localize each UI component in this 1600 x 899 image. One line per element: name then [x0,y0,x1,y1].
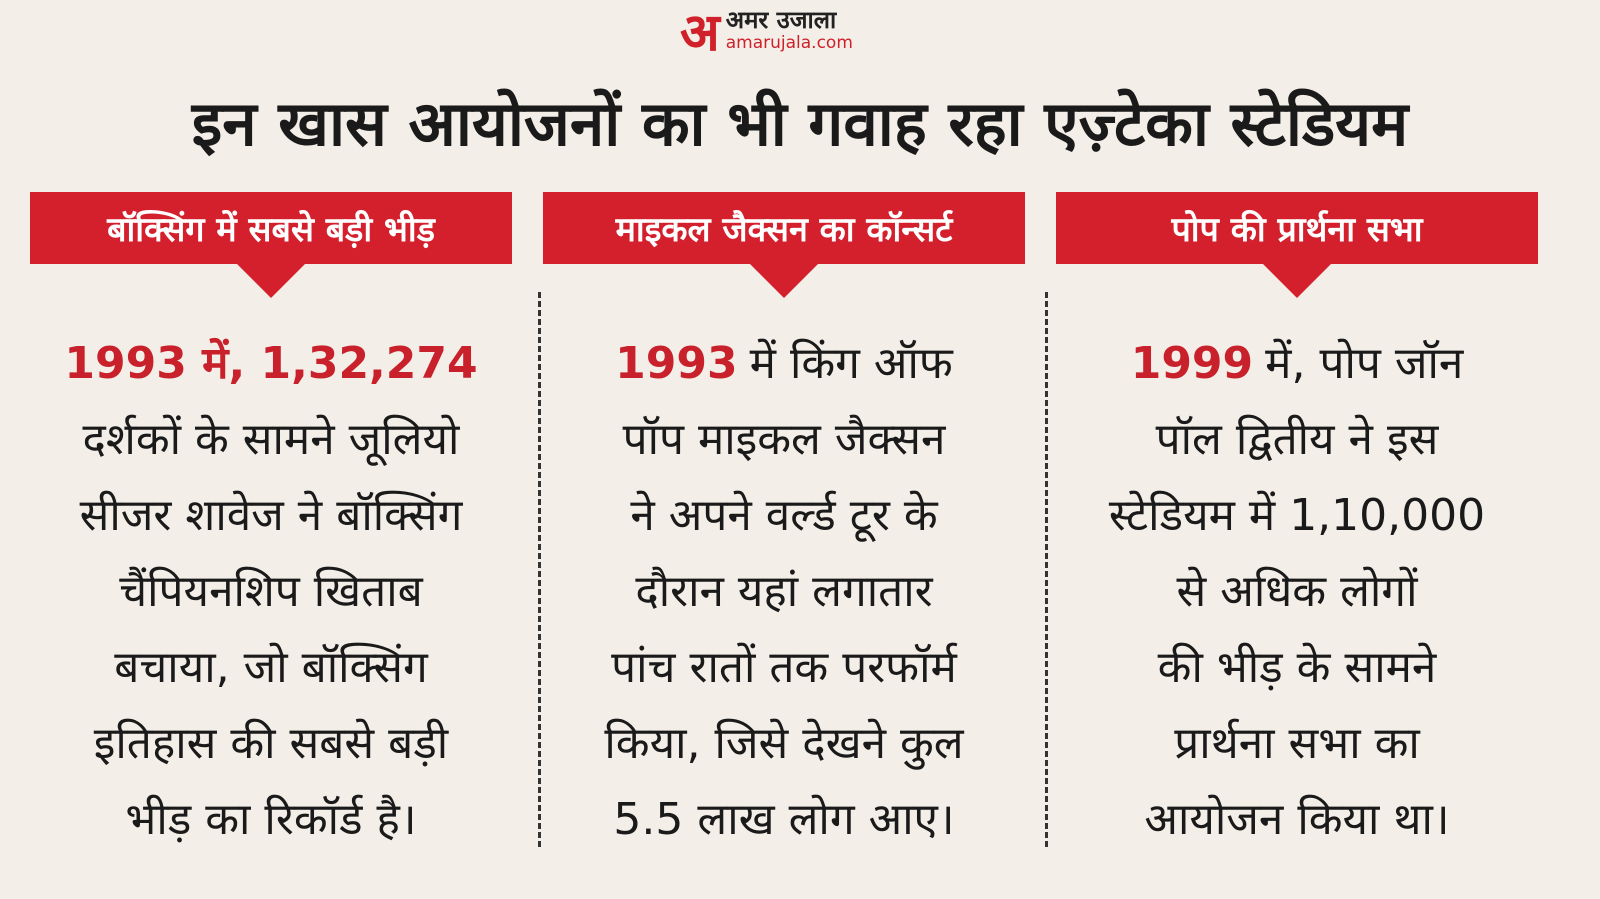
title: इन खास आयोजनों का भी गवाह रहा एज़्टेका स… [191,87,1409,160]
text-line: सीजर शावेज ने बॉक्सिंग [79,490,463,541]
text-line: प्रार्थना सभा का [1174,718,1420,769]
text-line: आयोजन किया था। [1144,794,1450,845]
column-heading: माइकल जैक्सन का कॉन्सर्ट [543,192,1025,298]
text-line: स्टेडियम में 1,10,000 [1108,490,1486,541]
text-line: चैंपियनशिप खिताब [119,566,423,617]
text-line: दर्शकों के सामने जूलियो [82,414,460,465]
highlight: 1993 [615,338,738,389]
line-text: में, पोप जॉन [1265,338,1464,389]
text-line: किया, जिसे देखने कुल [604,718,964,769]
text-line: ने अपने वर्ल्ड टूर के [630,490,938,541]
text-line: पॉल द्वितीय ने इस [1155,414,1439,465]
logo-name: अमर उजाला [725,6,837,34]
column-heading: बॉक्सिंग में सबसे बड़ी भीड़ [30,192,512,298]
text-line: पांच रातों तक परफॉर्म [611,642,957,693]
divider [1045,292,1048,847]
text-line: इतिहास की सबसे बड़ी [93,718,449,769]
logo-mark: अ [680,2,720,63]
logo: अ अमर उजाला amarujala.com [680,2,853,63]
text-line: से अधिक लोगों [1176,566,1418,617]
line-text: में किंग ऑफ [749,338,953,389]
text-line: 1993 में, 1,32,274 [30,326,512,402]
text-line: दौरान यहां लगातार [635,566,933,617]
text-line: पॉप माइकल जैक्सन [622,414,946,465]
logo-text: अमर उजाला amarujala.com [726,7,853,53]
text-line: 1999 में, पोप जॉन [1056,326,1538,402]
text-line: 5.5 लाख लोग आए। [613,794,955,845]
highlight: 1999 [1130,338,1254,389]
column-body: 1993 में किंग ऑफ पॉप माइकल जैक्सन ने अपने व… [543,326,1025,858]
column-heading: पोप की प्रार्थना सभा [1056,192,1538,298]
text-line: 1993 में किंग ऑफ [543,326,1025,402]
text-line: की भीड़ के सामने [1157,642,1437,693]
column: बॉक्सिंग में सबसे बड़ी भीड़ 1993 में, 1,3… [30,192,512,858]
highlight: 1993 में, 1,32,274 [64,338,478,389]
text-line: भीड़ का रिकॉर्ड है। [125,794,417,845]
column: पोप की प्रार्थना सभा 1999 में, पोप जॉन पॉल … [1056,192,1538,858]
text-line: बचाया, जो बॉक्सिंग [114,642,428,693]
logo-url: amarujala.com [725,33,853,53]
column: माइकल जैक्सन का कॉन्सर्ट 1993 में किंग ऑफ प… [543,192,1025,858]
column-body: 1999 में, पोप जॉन पॉल द्वितीय ने इस स्टेडिय… [1056,326,1538,858]
divider [538,292,541,847]
column-body: 1993 में, 1,32,274 दर्शकों के सामने जूलिय… [30,326,512,858]
